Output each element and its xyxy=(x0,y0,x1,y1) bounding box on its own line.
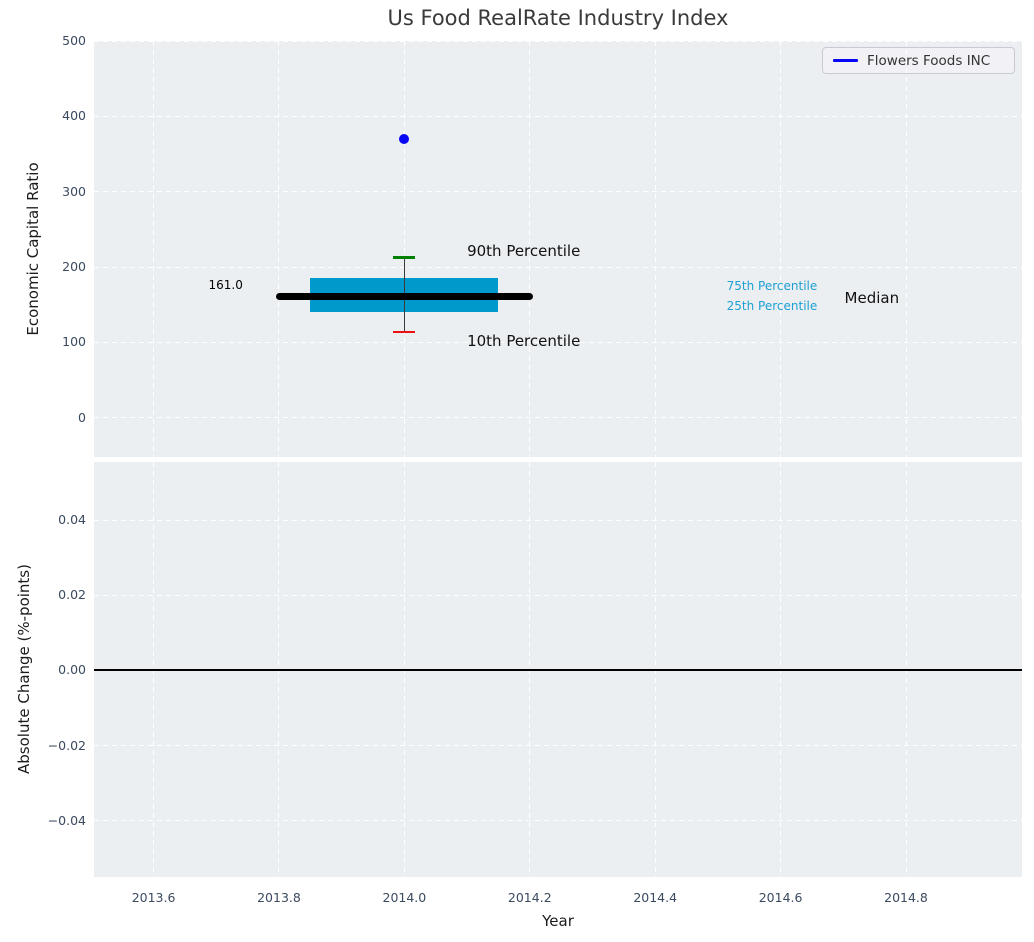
gridline-horizontal xyxy=(94,820,1022,822)
legend-label: Flowers Foods INC xyxy=(867,52,991,69)
gridline-horizontal xyxy=(94,594,1022,596)
y-tick-label: 400 xyxy=(62,108,86,124)
y-tick-label: 0.00 xyxy=(58,662,86,678)
gridline-horizontal xyxy=(94,115,1022,117)
y-tick-label: 500 xyxy=(62,33,86,48)
top-panel-economic-capital-ratio xyxy=(94,41,1022,457)
annotation-90th-percentile: 90th Percentile xyxy=(467,242,581,261)
y-tick-label: 100 xyxy=(62,334,86,350)
y-tick-label: −0.04 xyxy=(47,812,86,828)
y-tick-label: 0.04 xyxy=(58,512,86,528)
x-tick-label: 2014.6 xyxy=(758,890,803,905)
gridline-horizontal xyxy=(94,519,1022,521)
y-tick-label: 200 xyxy=(62,259,86,275)
x-axis-label-year: Year xyxy=(542,912,574,930)
annotation-10th-percentile: 10th Percentile xyxy=(467,331,581,350)
y-tick-label: 0 xyxy=(78,409,86,425)
gridline-horizontal xyxy=(94,266,1022,268)
x-tick-label: 2013.8 xyxy=(257,890,301,905)
annotation-25th-percentile: 25th Percentile xyxy=(726,299,818,314)
legend-box: Flowers Foods INC xyxy=(822,47,1015,74)
y-tick-label: −0.02 xyxy=(47,737,86,753)
whisker-cap-90th xyxy=(393,256,416,259)
legend-line-swatch-icon xyxy=(833,59,858,62)
x-tick-label: 2013.6 xyxy=(131,890,176,905)
zero-reference-line xyxy=(94,669,1022,672)
x-tick-label: 2014.4 xyxy=(633,890,678,905)
y-tick-label: 0.02 xyxy=(58,587,86,603)
gridline-vertical xyxy=(654,41,656,457)
company-data-point xyxy=(399,133,410,144)
gridline-vertical xyxy=(153,41,155,457)
annotation-median: Median xyxy=(844,288,900,307)
gridline-horizontal xyxy=(94,745,1022,747)
gridline-vertical xyxy=(403,41,405,457)
median-line xyxy=(275,292,533,300)
gridline-horizontal xyxy=(94,341,1022,343)
x-tick-label: 2014.0 xyxy=(382,890,427,905)
x-tick-label: 2014.8 xyxy=(884,890,928,905)
x-tick-label: 2014.2 xyxy=(507,890,552,905)
gridline-vertical xyxy=(529,41,531,457)
annotation-161-0: 161.0 xyxy=(208,278,243,293)
gridline-vertical xyxy=(905,41,907,457)
gridline-horizontal xyxy=(94,191,1022,193)
gridline-horizontal xyxy=(94,40,1022,42)
gridline-vertical xyxy=(780,41,782,457)
y-tick-label: 300 xyxy=(62,183,86,199)
annotation-75th-percentile: 75th Percentile xyxy=(726,278,818,293)
gridline-vertical xyxy=(278,41,280,457)
whisker-cap-10th xyxy=(393,330,416,334)
gridline-horizontal xyxy=(94,417,1022,419)
chart-title: Us Food RealRate Industry Index xyxy=(387,6,729,30)
